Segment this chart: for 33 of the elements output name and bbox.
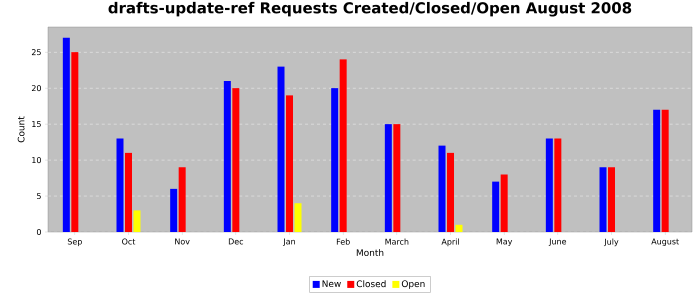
legend-label: Open — [402, 280, 425, 289]
bar — [232, 88, 240, 232]
bar — [224, 80, 231, 232]
bar — [178, 167, 186, 232]
bar — [438, 146, 446, 232]
bar — [393, 124, 400, 232]
bar — [447, 152, 454, 232]
bar — [278, 66, 285, 232]
bar — [340, 59, 347, 232]
bar — [125, 152, 132, 232]
bar — [134, 210, 140, 232]
bar — [294, 203, 302, 232]
bar — [492, 182, 500, 232]
y-axis-title: Count — [18, 116, 24, 142]
bar — [62, 38, 70, 232]
bar — [653, 110, 660, 232]
bar — [546, 138, 553, 232]
bar — [500, 174, 508, 232]
bar — [331, 88, 338, 232]
bar — [600, 167, 607, 232]
legend-label: Closed — [356, 280, 386, 288]
bar — [116, 138, 124, 232]
bar — [384, 124, 392, 232]
bar — [170, 188, 178, 232]
bar — [554, 138, 562, 232]
bar — [286, 95, 294, 232]
bar — [662, 110, 669, 232]
chart-title: drafts-update-ref Requests Created/Closed/Open August 2008 — [108, 2, 632, 16]
bar — [608, 167, 616, 232]
bar — [456, 224, 463, 232]
bar — [71, 52, 78, 232]
x-axis-title: Month — [356, 249, 384, 256]
legend-label: New — [322, 280, 341, 288]
